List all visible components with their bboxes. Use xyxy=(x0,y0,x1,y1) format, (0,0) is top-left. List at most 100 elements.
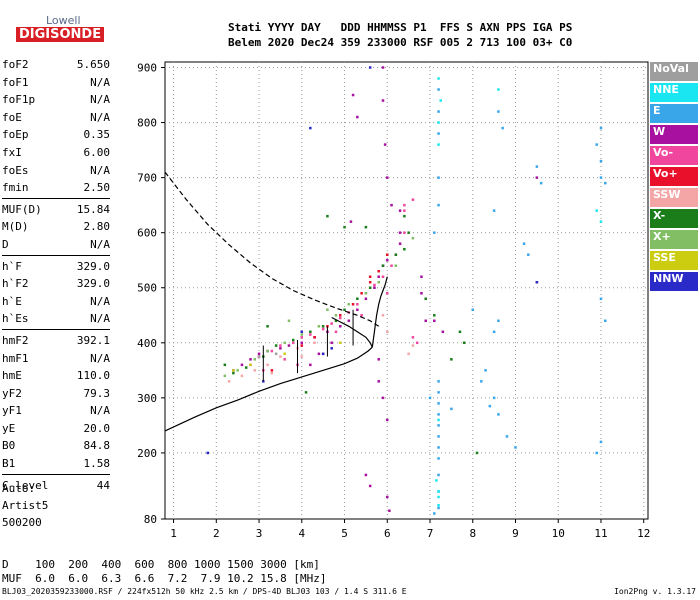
param-name: h`E xyxy=(2,294,22,308)
legend-item: NNW xyxy=(650,272,698,291)
x-tick-label: 10 xyxy=(552,527,565,540)
echo-point-w xyxy=(300,341,304,345)
param-name: foF2 xyxy=(2,58,29,71)
param-row: foEp 0.35 xyxy=(2,126,110,144)
param-row: yF1 N/A xyxy=(2,402,110,420)
echo-point-e xyxy=(437,110,440,113)
param-row: D N/A xyxy=(2,236,110,254)
y-tick-label: 200 xyxy=(137,447,157,460)
echo-point-w xyxy=(388,509,391,512)
echo-point-e xyxy=(437,413,440,416)
param-row: h`F2 329.0 xyxy=(2,275,110,293)
echo-point-e xyxy=(492,209,496,212)
header-line-1: Stati YYYY DAY DDD HHMMSS P1 FFS S AXN P… xyxy=(228,21,573,34)
echo-point-vo- xyxy=(270,369,274,372)
echo-point-e xyxy=(497,319,500,323)
echo-point-ssw xyxy=(270,371,274,375)
echo-point-w xyxy=(317,352,321,356)
echo-point-x- xyxy=(368,286,372,289)
echo-point-x- xyxy=(283,341,286,345)
echo-point-ssw xyxy=(407,352,410,356)
echo-point-x- xyxy=(244,366,248,369)
echo-point-x- xyxy=(343,308,346,312)
echo-point-e xyxy=(437,203,440,207)
echo-point-w xyxy=(386,258,389,262)
legend-item: NoVal xyxy=(650,62,698,81)
echo-point-x- xyxy=(394,253,398,256)
param-value: 392.1 xyxy=(76,333,110,347)
echo-point-e xyxy=(437,435,440,438)
echo-point-x- xyxy=(377,280,380,284)
y-tick-label: 400 xyxy=(137,337,157,350)
param-name: B1 xyxy=(2,457,16,471)
echo-point-w xyxy=(381,66,385,69)
echo-point-vo- xyxy=(338,314,342,317)
echo-point-x- xyxy=(317,325,321,328)
echo-point-noval xyxy=(257,355,261,358)
echo-point-vo- xyxy=(283,358,286,361)
auto-version: 500200 xyxy=(2,516,42,529)
echo-point-w xyxy=(381,396,385,400)
echo-point-w xyxy=(351,93,355,97)
x-tick-label: 2 xyxy=(213,527,220,540)
echo-point-vo- xyxy=(403,203,406,207)
param-row: hmF2 392.1 xyxy=(2,332,110,350)
x-tick-label: 12 xyxy=(637,527,650,540)
param-name: yE xyxy=(2,421,16,435)
echo-point-x- xyxy=(394,264,398,267)
echo-point-nne xyxy=(435,479,438,482)
param-name: C-level xyxy=(2,478,49,492)
profile-upper-branch xyxy=(371,276,388,348)
echo-point-vo- xyxy=(334,330,338,334)
echo-point-x- xyxy=(223,363,227,367)
param-name: h`F2 xyxy=(2,277,29,291)
echo-point-w xyxy=(279,347,282,350)
echo-point-ssw xyxy=(240,374,244,378)
echo-point-w xyxy=(381,99,385,102)
param-separator xyxy=(2,254,110,256)
echo-point-w xyxy=(386,418,389,422)
echo-point-w xyxy=(377,358,380,361)
echo-point-sse xyxy=(249,363,252,367)
echo-point-vo- xyxy=(415,341,419,345)
echo-point-vo- xyxy=(368,280,372,284)
echo-point-w xyxy=(386,495,389,499)
echo-point-w xyxy=(249,358,252,361)
echo-point-vo- xyxy=(368,275,372,278)
scaled-parameters-panel: foF2 5.650 foF1 N/A foF1p N/A foE N/A foEp 0.35 fx… xyxy=(2,56,110,494)
echo-point-w xyxy=(386,176,389,179)
echo-point-x- xyxy=(300,333,304,336)
param-row: yE 20.0 xyxy=(2,420,110,438)
param-name: B0 xyxy=(2,439,16,453)
echo-point-nne xyxy=(599,220,603,223)
echo-point-x- xyxy=(403,214,406,218)
echo-point-w xyxy=(383,143,387,146)
echo-point-x- xyxy=(232,371,235,375)
echo-point-w xyxy=(420,292,423,295)
echo-point-x- xyxy=(326,214,329,218)
echo-point-e xyxy=(599,126,603,130)
echo-point-nne xyxy=(439,99,442,102)
legend-item: X+ xyxy=(650,230,698,249)
x-tick-label: 11 xyxy=(594,527,607,540)
echo-point-e xyxy=(604,181,607,185)
header-line-2: Belem 2020 Dec24 359 233000 RSF 005 2 71… xyxy=(228,36,573,49)
echo-point-vo- xyxy=(381,275,385,278)
echo-point-nnw xyxy=(206,451,209,455)
echo-point-ssw xyxy=(266,363,269,367)
echo-point-e xyxy=(437,176,440,179)
echo-point-w xyxy=(338,325,342,328)
param-row: h`E N/A xyxy=(2,293,110,311)
echo-point-w xyxy=(347,319,351,323)
echo-point-x- xyxy=(309,330,312,334)
autoscaling-info: Auto: Artist5 500200 xyxy=(2,480,48,531)
echo-point-w xyxy=(441,330,445,334)
echo-point-w xyxy=(287,344,291,347)
echo-point-vo- xyxy=(411,336,415,339)
param-row: h`F 329.0 xyxy=(2,258,110,276)
distance-row: D 100 200 400 600 800 1000 1500 3000 [km… xyxy=(2,558,320,571)
y-tick-label: 300 xyxy=(137,392,157,405)
echo-point-e xyxy=(501,126,504,130)
param-name: fmin xyxy=(2,181,29,195)
param-value: N/A xyxy=(90,75,110,89)
